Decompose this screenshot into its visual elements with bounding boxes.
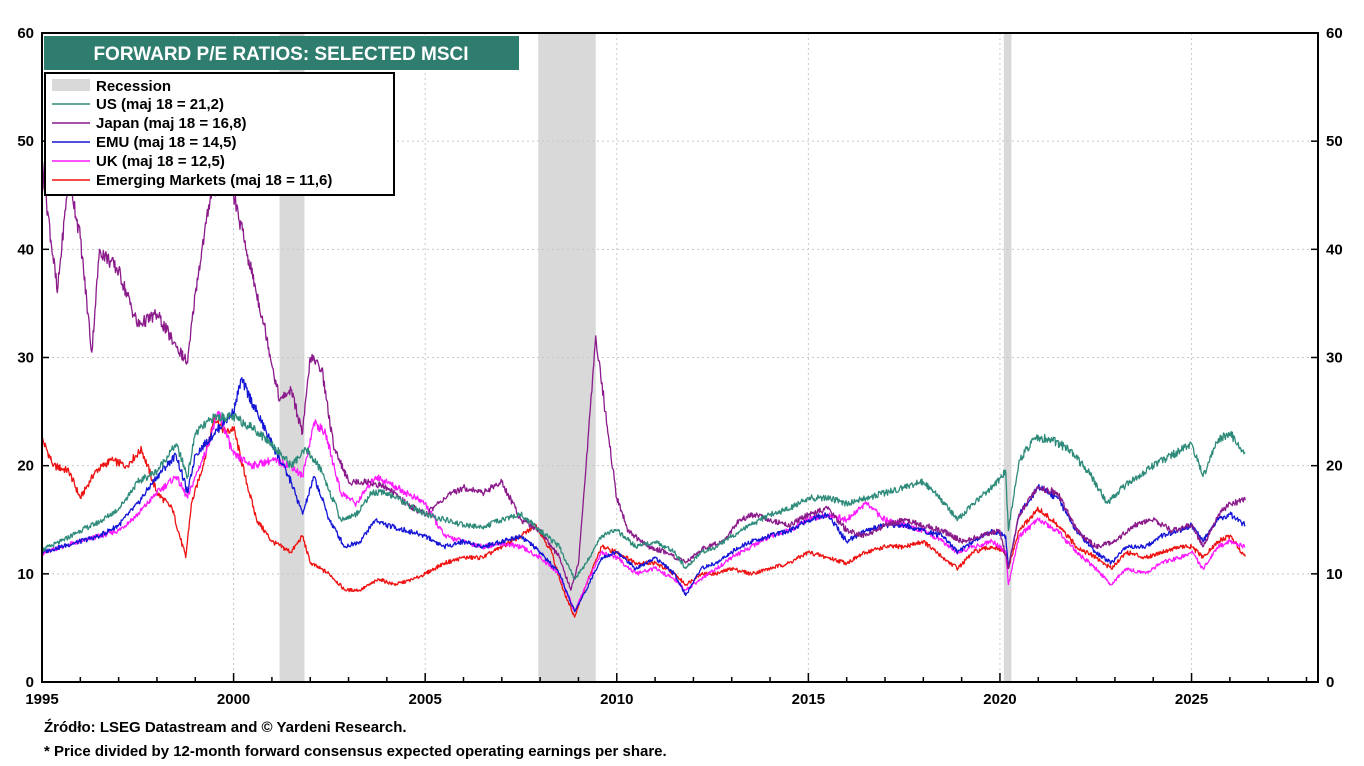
source-note: Źródło: LSEG Datastream and © Yardeni Re… (44, 719, 407, 736)
chart-title-text: FORWARD P/E RATIOS: SELECTED MSCI (93, 44, 468, 65)
y-tick-label-left: 50 (17, 133, 34, 150)
methodology-note: * Price divided by 12-month forward cons… (44, 743, 667, 760)
x-tick-label: 2015 (792, 691, 825, 708)
series-line-emerging-markets (41, 416, 1246, 618)
legend-label-us: US (maj 18 = 21,2) (96, 96, 224, 113)
y-tick-label-right: 40 (1326, 241, 1343, 258)
y-tick-label-left: 0 (26, 674, 34, 691)
x-tick-label: 1995 (25, 691, 58, 708)
legend-label-emerging-markets: Emerging Markets (maj 18 = 11,6) (96, 172, 332, 189)
y-tick-label-left: 20 (17, 458, 34, 475)
legend-box (44, 72, 395, 196)
y-tick-label-left: 10 (17, 566, 34, 583)
y-tick-label-right: 0 (1326, 674, 1334, 691)
legend-label-emu: EMU (maj 18 = 14,5) (96, 134, 236, 151)
x-tick-label: 2005 (408, 691, 441, 708)
legend-swatch-recession (52, 79, 90, 91)
y-tick-label-right: 10 (1326, 566, 1343, 583)
y-tick-label-right: 30 (1326, 350, 1343, 367)
chart-title: FORWARD P/E RATIOS: SELECTED MSCI (44, 36, 519, 70)
legend-label-japan: Japan (maj 18 = 16,8) (96, 115, 247, 132)
x-tick-label: 2025 (1175, 691, 1208, 708)
legend-label-recession: Recession (96, 78, 171, 95)
legend-label-uk: UK (maj 18 = 12,5) (96, 153, 225, 170)
y-tick-label-left: 30 (17, 350, 34, 367)
x-tick-label: 2010 (600, 691, 633, 708)
y-tick-label-right: 60 (1326, 25, 1343, 42)
series-line-uk (41, 410, 1246, 613)
y-tick-label-right: 20 (1326, 458, 1343, 475)
y-tick-label-right: 50 (1326, 133, 1343, 150)
chart-title-background (44, 36, 519, 70)
series-lines (41, 161, 1246, 618)
series-line-us (41, 412, 1246, 580)
y-tick-label-left: 40 (17, 241, 34, 258)
x-tick-label: 2020 (983, 691, 1016, 708)
series-line-japan (41, 161, 1246, 591)
legend: Recession US (maj 18 = 21,2) Japan (maj 1… (44, 72, 395, 196)
x-tick-label: 2000 (217, 691, 250, 708)
y-tick-label-left: 60 (17, 25, 34, 42)
